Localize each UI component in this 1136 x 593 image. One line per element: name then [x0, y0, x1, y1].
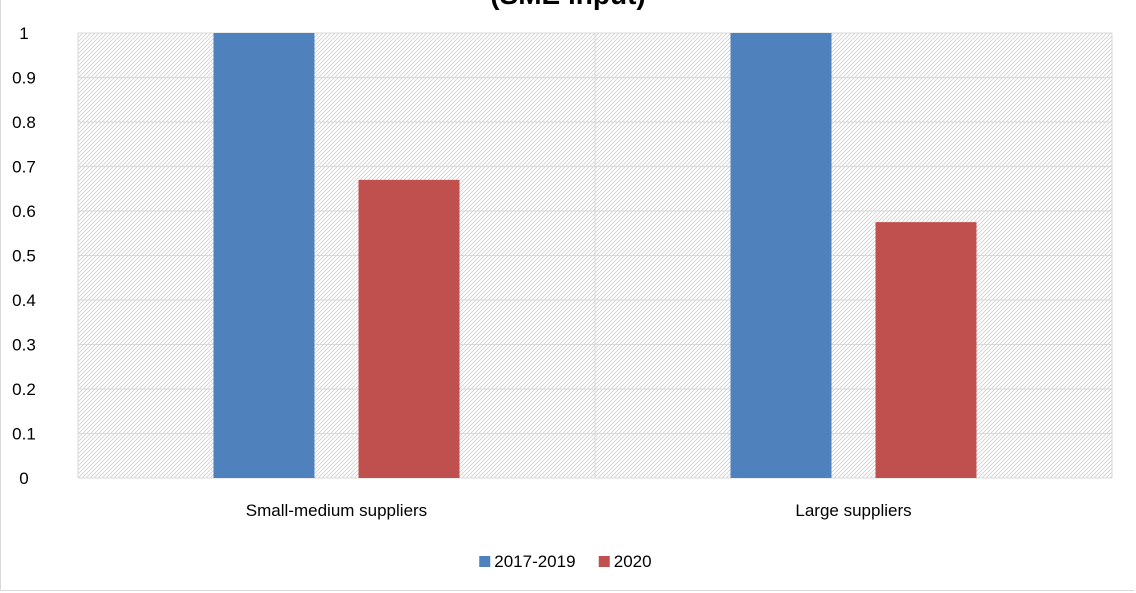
legend-label: 2017-2019: [494, 552, 575, 571]
y-tick-label: 0.5: [12, 247, 36, 266]
legend-swatch: [598, 556, 610, 567]
y-tick-label: 0.6: [12, 202, 36, 221]
y-tick-label: 0.2: [12, 380, 36, 399]
bar-2020-large-suppliers: [875, 222, 977, 478]
legend-swatch: [479, 556, 491, 567]
chart-title: (SME input): [0, 0, 1136, 12]
x-category-label: Large suppliers: [795, 501, 911, 520]
bar-2017-2019-large-suppliers: [730, 33, 832, 478]
legend-label: 2020: [614, 552, 652, 571]
y-tick-label: 0.9: [12, 69, 36, 88]
y-tick-label: 0: [19, 469, 28, 488]
y-tick-label: 0.8: [12, 113, 36, 132]
legend: 2017-2019 2020: [479, 552, 652, 571]
x-category-label: Small-medium suppliers: [246, 501, 427, 520]
y-tick-label: 0.4: [12, 291, 36, 310]
bar-2017-2019-small-medium-suppliers: [213, 33, 315, 478]
y-tick-label: 0.1: [12, 425, 36, 444]
bar-2020-small-medium-suppliers: [358, 179, 460, 478]
y-tick-label: 1: [19, 24, 28, 43]
y-tick-label: 0.7: [12, 158, 36, 177]
y-tick-label: 0.3: [12, 336, 36, 355]
